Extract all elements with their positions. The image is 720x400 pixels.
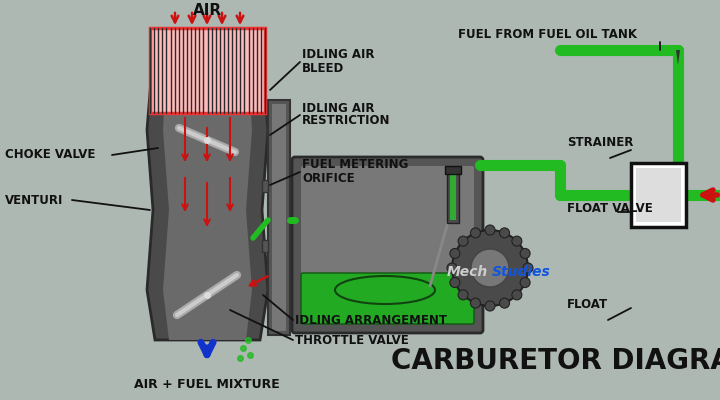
Bar — [450, 171, 456, 220]
Circle shape — [450, 278, 460, 288]
Text: IDLING ARRANGEMENT: IDLING ARRANGEMENT — [295, 314, 447, 326]
Circle shape — [512, 290, 522, 300]
Text: THROTTLE VALVE: THROTTLE VALVE — [295, 334, 409, 346]
Ellipse shape — [335, 276, 435, 304]
Circle shape — [512, 236, 522, 246]
Text: IDLING AIR: IDLING AIR — [302, 48, 374, 62]
Text: FLOAT VALVE: FLOAT VALVE — [567, 202, 653, 214]
Text: ORIFICE: ORIFICE — [302, 172, 355, 184]
FancyBboxPatch shape — [301, 273, 474, 324]
Circle shape — [520, 248, 530, 258]
Circle shape — [447, 263, 457, 273]
Bar — [268, 100, 290, 335]
Text: VENTURI: VENTURI — [5, 194, 63, 206]
Polygon shape — [147, 30, 268, 340]
Circle shape — [458, 236, 468, 246]
Circle shape — [500, 228, 510, 238]
Text: AIR + FUEL MIXTURE: AIR + FUEL MIXTURE — [134, 378, 280, 391]
Bar — [150, 28, 265, 113]
Circle shape — [520, 278, 530, 288]
Bar — [631, 163, 686, 227]
FancyBboxPatch shape — [292, 157, 483, 333]
Bar — [262, 180, 268, 192]
Text: FLOAT: FLOAT — [567, 298, 608, 312]
Circle shape — [470, 298, 480, 308]
Circle shape — [470, 228, 480, 238]
Circle shape — [500, 298, 510, 308]
Text: BLEED: BLEED — [302, 62, 344, 74]
Polygon shape — [676, 50, 680, 65]
Text: STRAINER: STRAINER — [567, 136, 634, 150]
Circle shape — [523, 263, 533, 273]
Bar — [272, 104, 286, 331]
Bar — [262, 240, 268, 252]
Text: FUEL METERING: FUEL METERING — [302, 158, 408, 172]
Circle shape — [458, 290, 468, 300]
Circle shape — [452, 230, 528, 306]
Circle shape — [485, 301, 495, 311]
Text: RESTRICTION: RESTRICTION — [302, 114, 390, 128]
Text: FUEL FROM FUEL OIL TANK: FUEL FROM FUEL OIL TANK — [458, 28, 637, 42]
Bar — [636, 168, 681, 222]
Text: AIR: AIR — [192, 3, 222, 18]
Text: Mech: Mech — [446, 265, 488, 279]
Text: CARBURETOR DIAGRAM: CARBURETOR DIAGRAM — [391, 347, 720, 375]
Text: Studies: Studies — [492, 265, 551, 279]
Circle shape — [485, 225, 495, 235]
Bar — [445, 166, 461, 174]
Text: IDLING AIR: IDLING AIR — [302, 102, 374, 114]
Circle shape — [471, 249, 509, 287]
Text: CHOKE VALVE: CHOKE VALVE — [5, 148, 95, 162]
Bar — [447, 168, 459, 223]
Polygon shape — [163, 30, 252, 340]
Circle shape — [450, 248, 460, 258]
FancyBboxPatch shape — [301, 166, 474, 324]
